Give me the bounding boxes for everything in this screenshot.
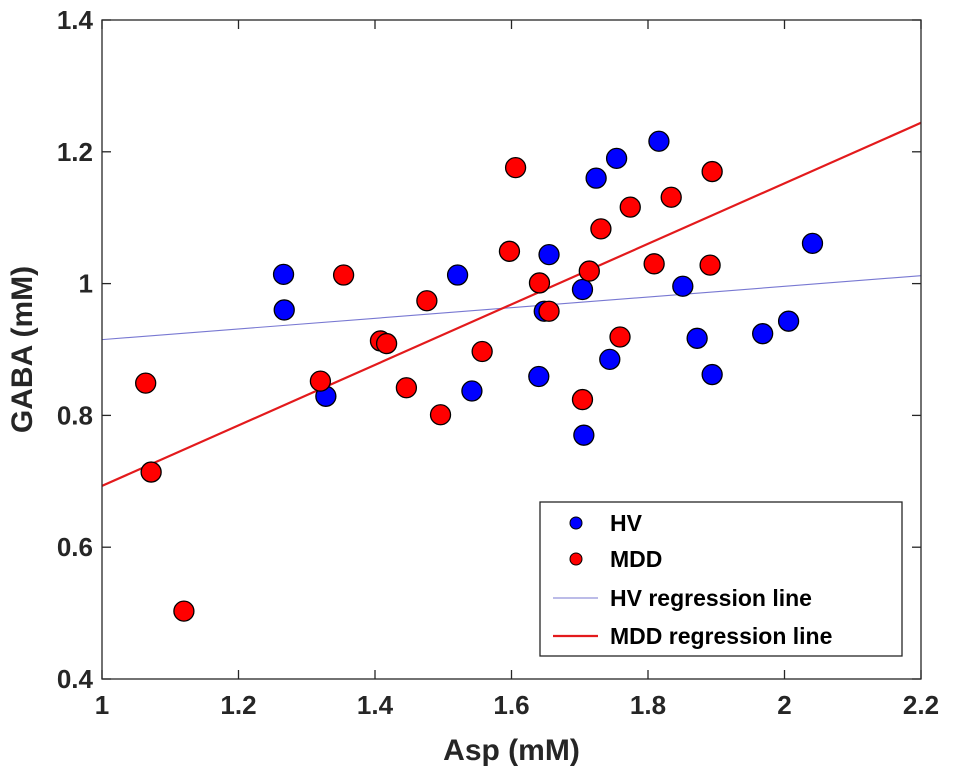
hv-regression-line (101, 275, 922, 341)
mdd-point (140, 461, 162, 483)
hv-point (585, 167, 607, 189)
mdd-point (309, 370, 332, 392)
hv-point (777, 310, 800, 332)
mdd-point (395, 377, 418, 399)
x-tick-label: 1.6 (493, 690, 529, 720)
x-tick-label: 1.4 (357, 690, 394, 720)
y-tick-label: 0.8 (57, 400, 93, 430)
mdd-point (528, 272, 551, 294)
mdd-point (375, 332, 398, 355)
hv-point (701, 363, 723, 386)
mdd-point (660, 186, 682, 208)
mdd-point (571, 388, 594, 411)
legend-label-hv: HV (610, 510, 643, 536)
y-tick-label: 0.4 (57, 664, 94, 694)
mdd-point (699, 254, 721, 276)
hv-point (272, 263, 295, 286)
mdd-point (498, 240, 521, 262)
x-tick-label: 1 (95, 690, 109, 720)
mdd-point (590, 218, 612, 240)
mdd-point (332, 264, 355, 286)
legend: HV MDD HV regression line MDD regression li… (539, 501, 903, 657)
hv-point (461, 380, 483, 402)
y-axis-title: GABA (mM) (6, 266, 39, 433)
mdd-point (135, 372, 157, 394)
x-axis-ticks: 1 1.2 1.4 1.6 1.8 2 2.2 (95, 20, 939, 720)
hv-point (752, 323, 774, 345)
legend-label-mdd: MDD (610, 546, 662, 572)
regression-lines (101, 121, 922, 487)
mdd-point (504, 156, 527, 179)
mdd-point (643, 253, 665, 275)
hv-point (571, 278, 594, 301)
hv-point (599, 348, 621, 371)
mdd-point (701, 160, 723, 183)
hv-point (648, 130, 670, 152)
y-tick-label: 1.2 (57, 137, 93, 167)
y-tick-label: 1.4 (57, 5, 94, 35)
mdd-point (416, 290, 438, 312)
hv-point (672, 275, 694, 297)
hv-point (801, 232, 824, 255)
plot-frame (101, 19, 922, 680)
x-tick-label: 2.2 (903, 690, 939, 720)
mdd-point (429, 404, 452, 426)
x-tick-label: 1.8 (630, 690, 666, 720)
data-points (135, 130, 824, 622)
mdd-point (609, 326, 631, 348)
mdd-point (619, 196, 641, 218)
legend-label-hv-regression-line: HV regression line (610, 585, 812, 611)
x-tick-label: 2 (777, 690, 791, 720)
y-axis-ticks: 0.4 0.6 0.8 1 1.2 1.4 (57, 5, 921, 694)
y-tick-label: 0.6 (57, 532, 93, 562)
hv-point (273, 299, 295, 321)
hv-point (446, 264, 469, 286)
legend-box (539, 501, 903, 657)
mdd-point (173, 600, 195, 622)
x-axis-title: Asp (mM) (443, 734, 580, 767)
hv-point (605, 147, 628, 170)
hv-point (528, 365, 550, 388)
mdd-point (471, 340, 493, 363)
mdd-regression-line (101, 121, 922, 487)
mdd-point (538, 300, 560, 322)
y-tick-label: 1 (79, 269, 93, 299)
hv-point (686, 327, 708, 349)
mdd-point (578, 260, 600, 282)
hv-point (538, 243, 560, 266)
legend-label-mdd-regression-line: MDD regression line (610, 623, 832, 649)
x-tick-label: 1.2 (220, 690, 256, 720)
legend-swatch-mdd (569, 552, 583, 566)
hv-point (573, 424, 595, 446)
legend-swatch-hv (569, 516, 583, 530)
